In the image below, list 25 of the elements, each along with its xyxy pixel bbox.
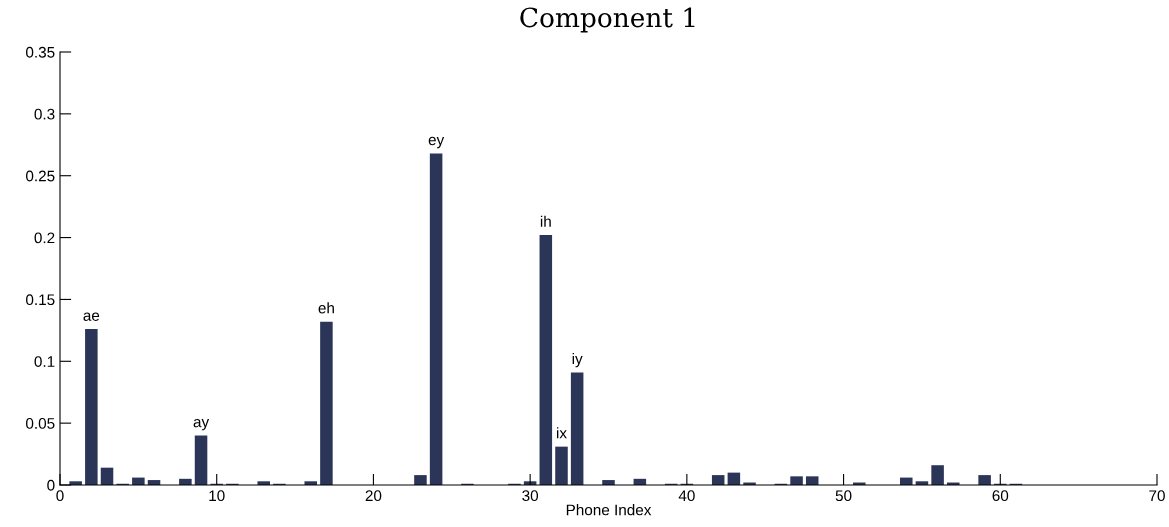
- x-tick-label: 20: [365, 490, 382, 502]
- y-tick-label: 0.3: [34, 108, 55, 120]
- annotation: ae: [83, 312, 100, 321]
- annotation: iy: [572, 352, 583, 368]
- annotation: ey: [428, 136, 445, 149]
- x-tick-label: 50: [835, 490, 852, 502]
- annotation: eh: [318, 302, 334, 314]
- y-tick-label: 0.05: [26, 418, 55, 429]
- x-tick-label: 40: [678, 490, 695, 502]
- x-tick-label: 10: [209, 490, 225, 502]
- y-tick-label: 0.1: [34, 356, 55, 367]
- annotation: ix: [556, 427, 567, 439]
- y-tick-label: 0.2: [34, 232, 55, 244]
- x-tick-label: 70: [1149, 490, 1165, 502]
- chart-title: Component 1: [520, 7, 695, 33]
- y-tick-label: 0.35: [26, 46, 55, 58]
- y-tick-label: 0.15: [26, 294, 55, 306]
- x-tick-label: 0: [56, 490, 64, 502]
- annotation: ih: [540, 215, 551, 227]
- x-axis-title: Phone Index: [566, 504, 652, 516]
- x-tick-label: 60: [992, 490, 1009, 502]
- y-tick-label: 0.25: [26, 170, 55, 182]
- y-tick-label: 0: [47, 479, 55, 491]
- annotation: ay: [193, 418, 210, 431]
- x-tick-label: 30: [522, 490, 539, 502]
